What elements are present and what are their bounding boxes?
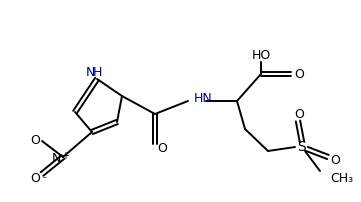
Text: +: + — [61, 150, 69, 160]
Text: CH₃: CH₃ — [330, 171, 353, 184]
Text: N: N — [85, 65, 95, 78]
Text: O: O — [30, 172, 40, 185]
Text: N: N — [51, 151, 61, 164]
Text: HN: HN — [194, 92, 213, 105]
Text: S: S — [297, 139, 306, 153]
Text: O: O — [30, 133, 40, 146]
Text: O: O — [294, 67, 304, 80]
Text: H: H — [92, 65, 102, 78]
Text: HO: HO — [251, 48, 271, 61]
Text: O: O — [330, 154, 340, 167]
Text: O: O — [294, 108, 304, 121]
Text: ⁻: ⁻ — [41, 174, 47, 184]
Text: O: O — [157, 142, 167, 155]
